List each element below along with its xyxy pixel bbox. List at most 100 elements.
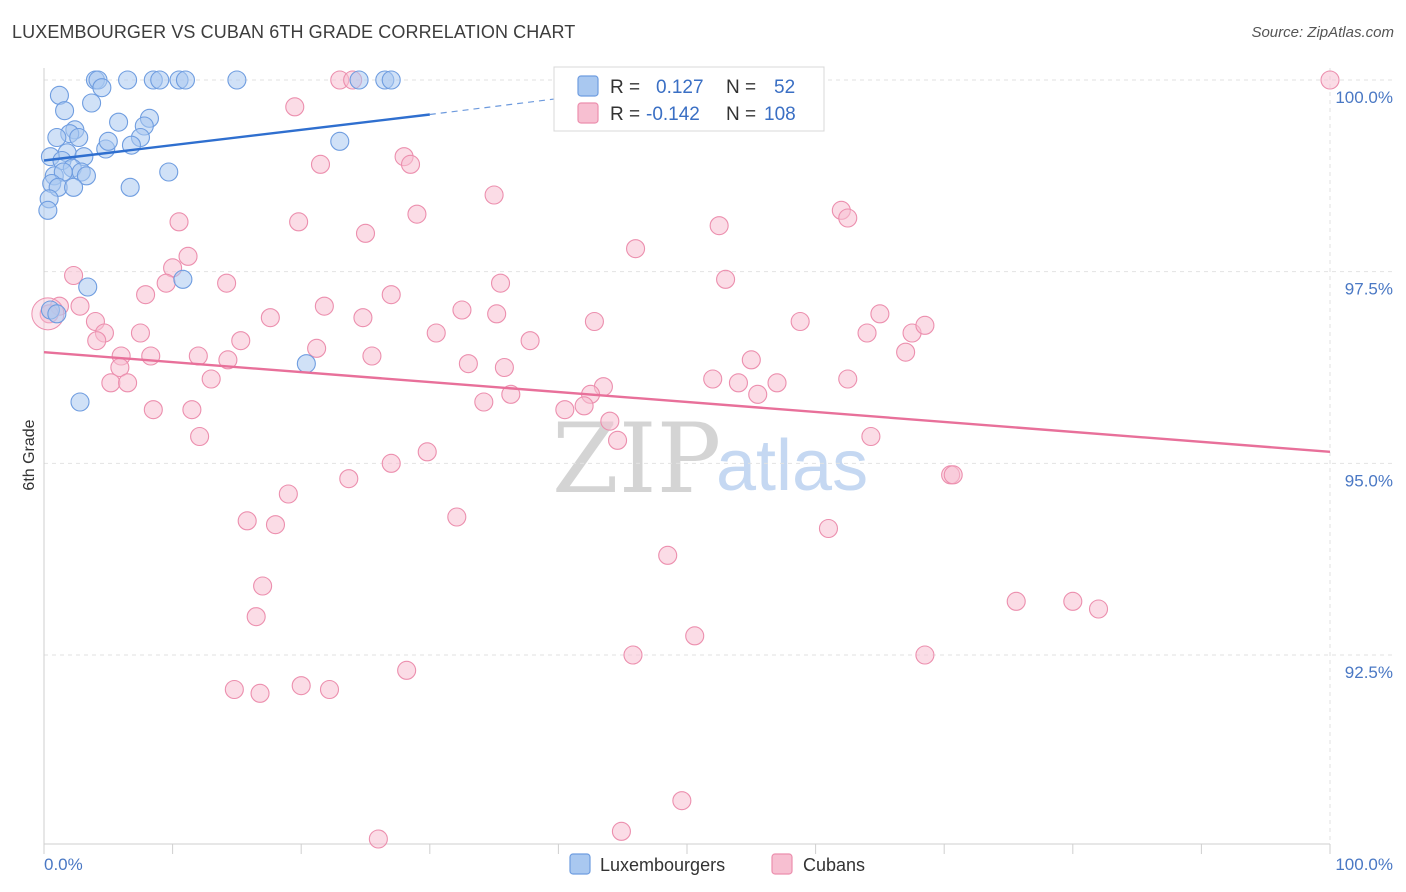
cubans-point-64 [748,384,768,404]
y-tick-label-2: 95.0% [1345,471,1393,490]
cubans-point-12 [289,212,309,232]
cubans-point-45 [857,323,877,343]
cubans-point-9 [838,208,858,228]
legend-n-label-1: N = [726,77,756,98]
luxembourgers-point-13 [82,93,102,113]
luxembourgers-point-46 [47,304,67,324]
series-legend: Luxembourgers Cubans [569,853,865,875]
cubans-point-77 [417,442,437,462]
cubans-point-40 [520,331,540,351]
cubans-point-89 [1006,591,1026,611]
cubans-point-95 [915,645,935,665]
cubans-point-101 [672,791,692,811]
luxembourgers-point-6 [175,70,196,90]
cubans-point-41 [87,331,107,351]
cubans-point-47 [307,338,327,358]
luxembourgers-point-8 [349,70,369,90]
luxembourgers-point-44 [173,269,193,289]
cubans-point-75 [190,426,210,447]
cubans-point-3 [285,97,305,117]
cubans-point-30 [353,308,373,328]
cubans-point-78 [381,453,401,473]
cubans-point-23 [381,285,401,305]
watermark-zip: ZIP [552,403,721,515]
cubans-point-82 [278,484,298,504]
y-tick-label-1: 97.5% [1345,280,1393,299]
cubans-point-34 [870,304,890,324]
cubans-point-7 [484,185,504,205]
luxembourgers-point-42 [38,200,58,220]
bottom-legend-swatch-cubans [771,853,793,875]
cubans-point-27 [314,296,334,316]
cubans-point-88 [253,576,273,596]
cubans-point-14 [355,223,376,243]
chart-title: LUXEMBOURGER VS CUBAN 6TH GRADE CORRELAT… [12,22,576,42]
cubans-point-19 [716,269,736,289]
legend-r-value-1: 0.127 [656,77,704,98]
legend-n-value-1: 52 [774,77,795,98]
cubans-point-70 [143,400,163,420]
x-tick-label-max: 100.0% [1335,855,1393,874]
cubans-point-97 [291,676,311,696]
cubans-point-84 [237,511,257,531]
cubans-point-100 [250,683,270,703]
y-tick-labels: 100.0% 97.5% 95.0% 92.5% [1335,88,1393,682]
cubans-point-85 [265,515,286,535]
stats-legend: R = 0.127 N = 52 R = -0.142 N = 108 [553,66,825,132]
stats-legend-box [553,66,825,132]
cubans-point-32 [584,311,604,332]
cubans-point-44 [915,315,935,335]
luxembourgers-point-7 [227,70,247,90]
cubans-point-42 [231,331,251,351]
cubans-point-92 [246,607,266,627]
cubans-point-48 [141,346,161,366]
cubans-point-11 [169,212,189,232]
cubans-point-58 [703,369,723,389]
luxembourgers-point-2 [118,70,138,90]
trend-lines [43,94,1331,454]
cubans-point-15 [626,239,646,259]
legend-swatch-luxembourgers [577,75,599,97]
cubans-point-37 [130,323,150,343]
luxembourgers-point-48 [70,392,90,412]
luxembourgers-point-40 [120,177,140,197]
cubans-point-46 [896,342,916,362]
cubans-point-5 [400,154,421,174]
cubans-point-72 [555,400,575,420]
legend-n-value-2: 108 [764,104,796,125]
cubans-point-24 [136,285,156,305]
cubans-point-94 [623,645,643,665]
cubans-point-98 [319,679,340,700]
cubans-point-81 [943,465,963,485]
bottom-legend-cubans: Cubans [803,855,865,875]
cubans-point-93 [685,626,705,646]
cubans-point-20 [156,273,176,293]
luxembourgers-point-47 [296,354,316,374]
x-tick-label-min: 0.0% [44,855,83,874]
cubans-point-49 [188,346,208,366]
luxembourgers-point-43 [78,277,98,297]
luxembourgers-point-36 [159,162,179,182]
luxembourgers-point-11 [92,78,112,98]
luxembourgers-trend-extension [429,94,585,116]
luxembourgers-point-23 [330,131,350,151]
cubans-point-52 [362,346,382,366]
cubans-point-67 [118,373,138,393]
y-tick-label-0: 100.0% [1335,88,1393,107]
y-axis-label: 6th Grade [21,419,38,490]
cubans-point-57 [201,369,221,389]
cubans-point-53 [458,354,478,374]
cubans-point-102 [368,829,388,849]
luxembourgers-point-4 [150,70,170,90]
cubans-point-54 [494,357,514,378]
luxembourgers-point-25 [98,131,118,151]
luxembourgers-point-14 [55,101,75,121]
cubans-point-33 [790,311,810,332]
cubans-point-6 [310,154,331,174]
source-label: Source: ZipAtlas.com [1251,24,1394,41]
luxembourgers-trend-line [43,113,430,162]
legend-swatch-cubans [577,102,599,124]
luxembourgers-point-10 [381,70,401,90]
watermark-atlas: atlas [716,426,868,506]
cubans-point-10 [407,204,427,224]
